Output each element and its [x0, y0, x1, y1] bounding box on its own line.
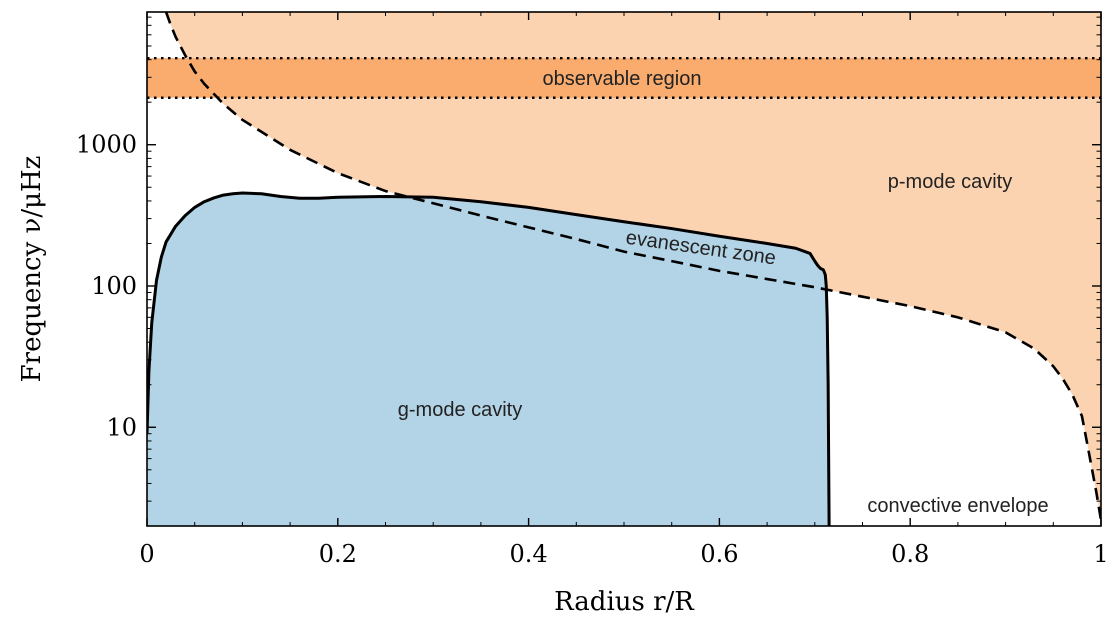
x-tick-label-0: 0 [139, 540, 154, 568]
p-mode-cavity-label: p-mode cavity [888, 171, 1013, 193]
x-axis-title: Radius r/R [554, 587, 695, 617]
dashed-cutoff-curve [164, 12, 1101, 521]
y-tick-label-2: 1000 [76, 131, 137, 159]
y-tick-label-0: 10 [106, 413, 137, 441]
x-tick-label-4: 0.8 [891, 540, 929, 568]
x-tick-label-3: 0.6 [700, 540, 738, 568]
observable-region-band [147, 58, 1101, 98]
solid-buoyancy-curve [147, 191, 831, 526]
convective-envelope-label: convective envelope [867, 495, 1048, 517]
y-tick-label-1: 100 [91, 272, 137, 300]
observable-region-label: observable region [543, 68, 702, 90]
x-tick-label-1: 0.2 [319, 540, 357, 568]
x-tick-label-5: 1 [1093, 540, 1106, 568]
x-tick-label-2: 0.4 [510, 540, 548, 568]
g-mode-cavity-label: g-mode cavity [398, 399, 523, 421]
y-axis-title: Frequency ν/μHz [17, 156, 47, 383]
g-mode-cavity-area [147, 193, 830, 526]
p-mode-cavity-area [166, 12, 1101, 521]
